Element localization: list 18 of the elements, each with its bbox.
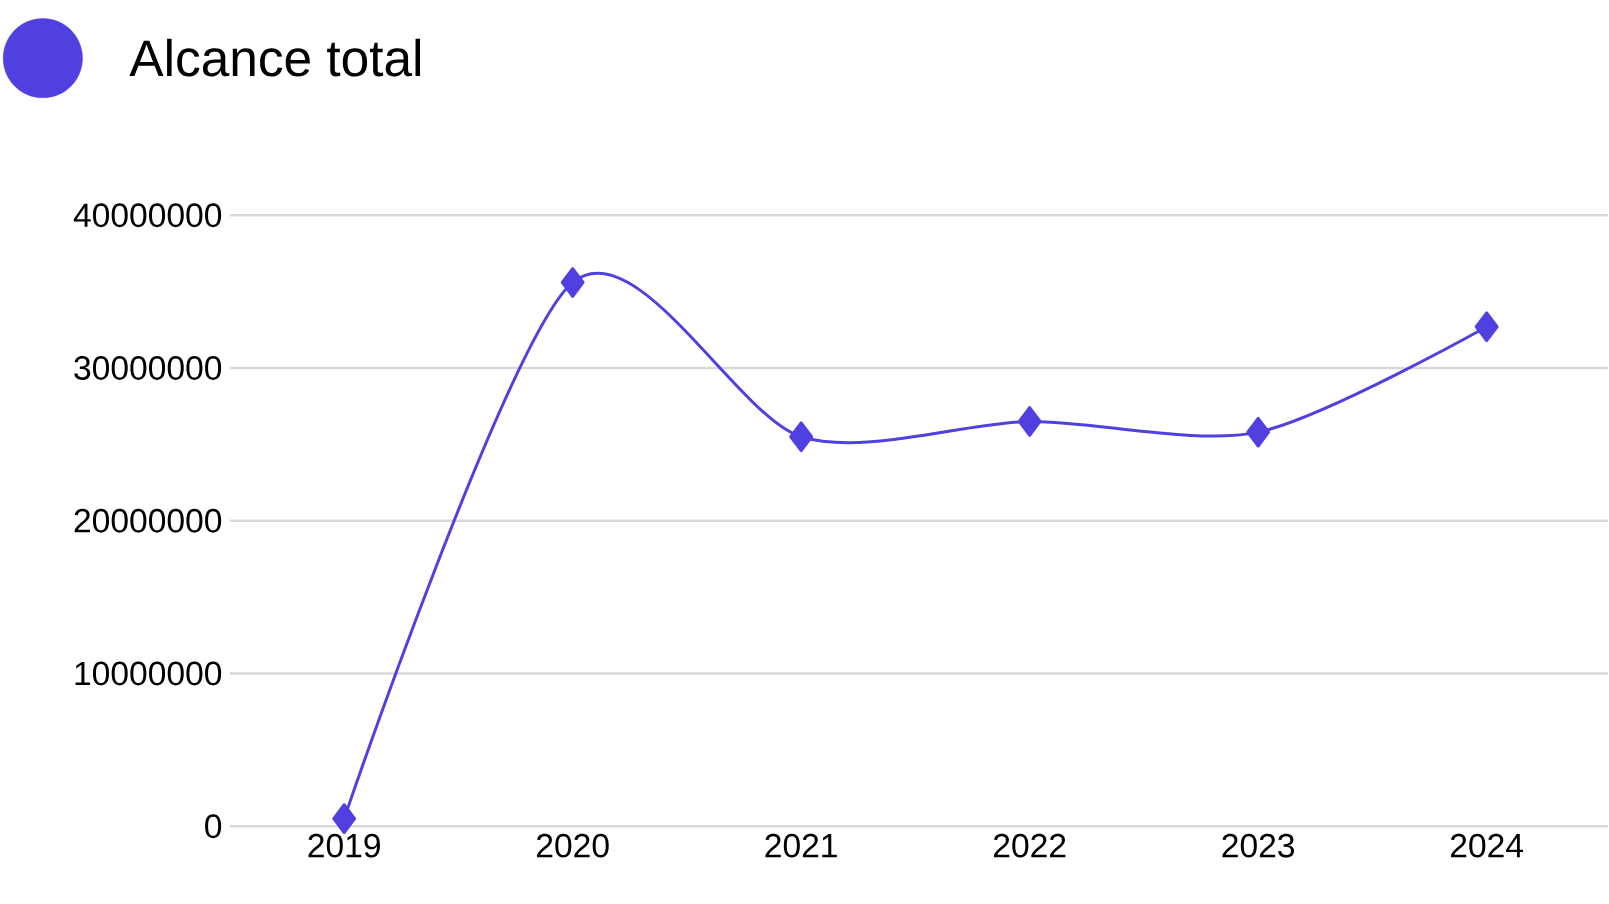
point — [1017, 406, 1042, 438]
x-tick-label: 2021 — [765, 833, 837, 858]
y-tick-label: 40000000 — [73, 203, 222, 228]
point — [789, 421, 814, 453]
y-tick-label: 0 — [205, 814, 222, 839]
x-tick-label: 2023 — [1222, 833, 1295, 858]
x-tick-label: 2024 — [1450, 833, 1524, 858]
y-tick-label: 30000000 — [74, 356, 222, 381]
y-tick-label: 20000000 — [74, 509, 222, 533]
x-tick-label: 2020 — [537, 833, 609, 858]
point — [1246, 416, 1271, 448]
x-tick-label: 2019 — [308, 833, 380, 858]
legend-label: Alcance total — [129, 38, 421, 77]
point — [1474, 311, 1499, 343]
point — [332, 803, 357, 835]
y-tick-label: 10000000 — [75, 661, 222, 686]
point — [560, 267, 585, 299]
x-tick-label: 2022 — [993, 833, 1066, 858]
